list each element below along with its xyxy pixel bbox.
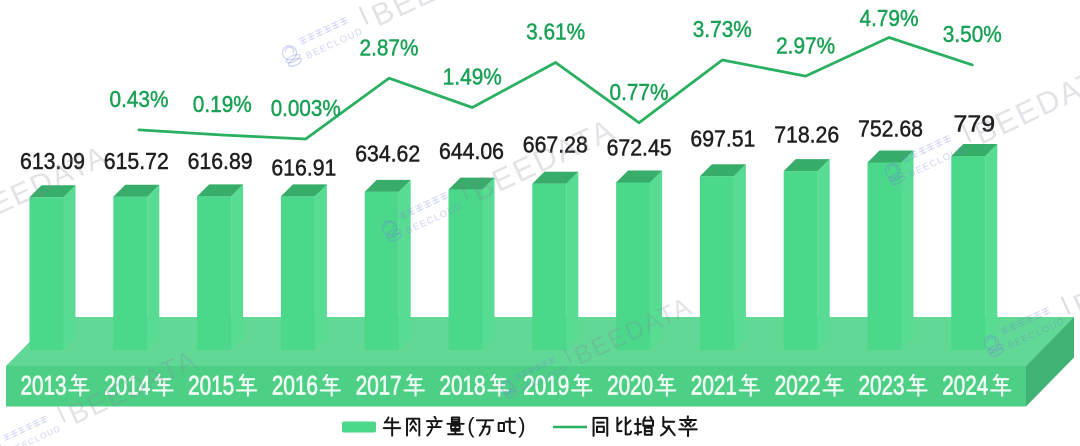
svg-text:(: ( [467, 413, 475, 438]
svg-text:2017: 2017 [356, 371, 402, 401]
svg-text:667.28: 667.28 [523, 132, 588, 158]
svg-text:615.72: 615.72 [104, 148, 169, 174]
svg-text:0.003%: 0.003% [271, 95, 341, 121]
svg-text:634.62: 634.62 [355, 141, 420, 167]
svg-text:3.61%: 3.61% [526, 19, 585, 45]
svg-text:616.91: 616.91 [271, 155, 336, 181]
svg-text:672.45: 672.45 [607, 135, 672, 161]
svg-text:4.79%: 4.79% [860, 5, 919, 31]
svg-text:697.51: 697.51 [690, 126, 755, 152]
svg-text:2015: 2015 [188, 371, 234, 401]
svg-text:3.73%: 3.73% [693, 16, 752, 42]
svg-text:718.26: 718.26 [774, 122, 839, 148]
svg-text:2019: 2019 [523, 371, 569, 401]
svg-text:2013: 2013 [21, 371, 67, 401]
svg-text:752.68: 752.68 [858, 116, 923, 142]
svg-text:0.77%: 0.77% [610, 79, 669, 105]
svg-text:1.49%: 1.49% [443, 64, 502, 90]
svg-text:2021: 2021 [691, 371, 737, 401]
svg-text:2.87%: 2.87% [360, 34, 419, 60]
svg-text:616.89: 616.89 [188, 148, 253, 174]
svg-text:2020: 2020 [607, 371, 653, 401]
svg-text:613.09: 613.09 [20, 148, 85, 174]
svg-text:644.06: 644.06 [439, 138, 504, 164]
svg-text:2018: 2018 [440, 371, 486, 401]
svg-text:2.97%: 2.97% [776, 32, 835, 58]
svg-text:): ) [518, 413, 525, 438]
svg-text:0.19%: 0.19% [193, 91, 252, 117]
svg-text:2024: 2024 [942, 371, 988, 401]
svg-text:779: 779 [954, 111, 996, 137]
svg-text:3.50%: 3.50% [943, 21, 1002, 47]
svg-text:0.43%: 0.43% [110, 86, 169, 112]
svg-text:2016: 2016 [272, 371, 318, 401]
svg-text:2022: 2022 [775, 371, 821, 401]
svg-text:2023: 2023 [859, 371, 905, 401]
svg-text:2014: 2014 [104, 371, 150, 401]
